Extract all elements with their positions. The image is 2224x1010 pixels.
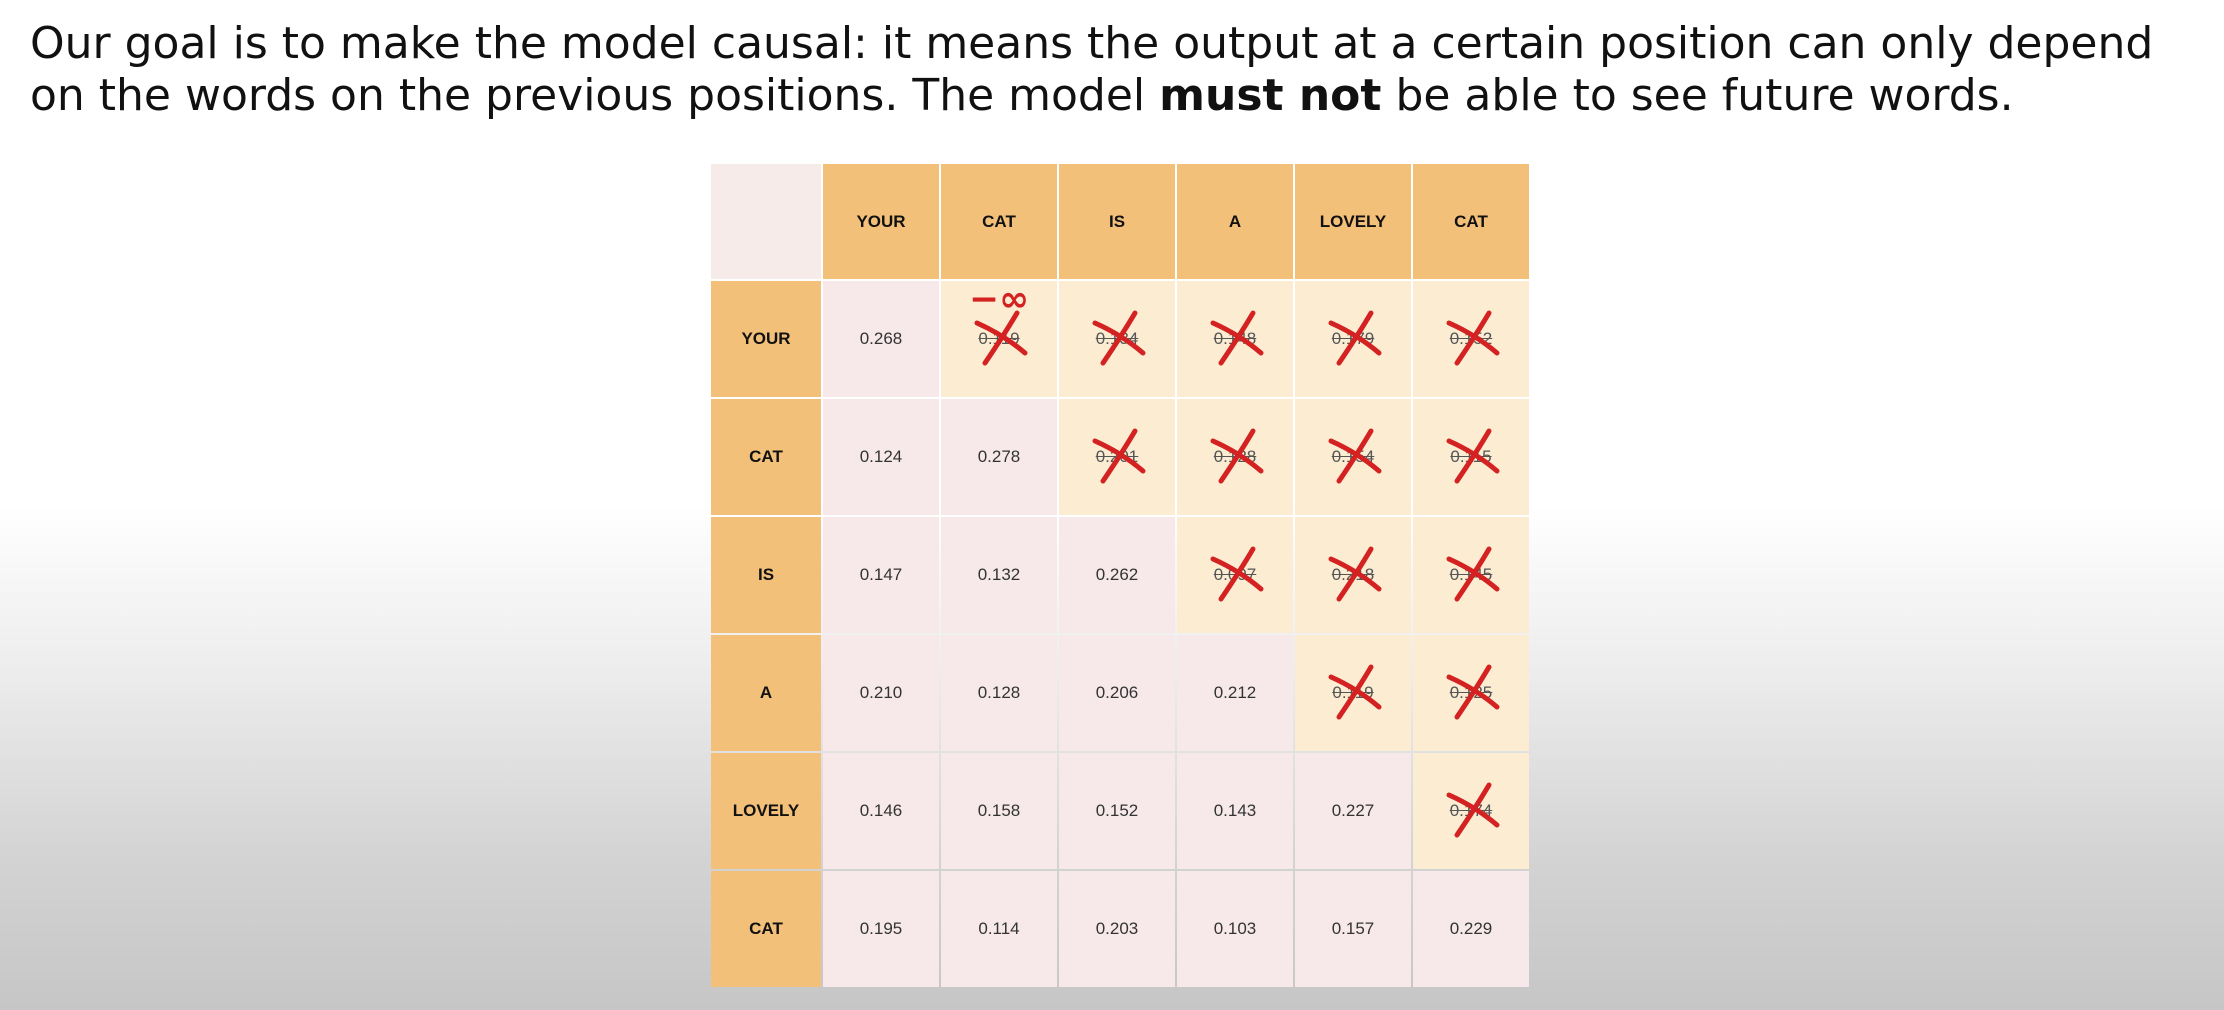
masked-score-cell: 0.154 xyxy=(1295,399,1411,515)
attention-score-cell: 0.262 xyxy=(1059,517,1175,633)
attention-score-cell: 0.114 xyxy=(941,871,1057,987)
column-header: LOVELY xyxy=(1295,164,1411,279)
heading-text-2: be able to see future words. xyxy=(1381,70,2014,121)
heading-text-1: Our goal is to make the model causal: it… xyxy=(30,18,2154,121)
masked-score-cell: 0.179 xyxy=(1295,281,1411,397)
attention-score-cell: 0.212 xyxy=(1177,635,1293,751)
slide-heading: Our goal is to make the model causal: it… xyxy=(30,18,2210,122)
attention-score-cell: 0.229 xyxy=(1413,871,1529,987)
row-header: YOUR xyxy=(711,281,821,397)
masked-score-cell: 0.115 xyxy=(1413,399,1529,515)
attention-score-cell: 0.103 xyxy=(1177,871,1293,987)
row-header: CAT xyxy=(711,871,821,987)
attention-score-cell: 0.227 xyxy=(1295,753,1411,869)
attention-score-cell: 0.152 xyxy=(1059,753,1175,869)
column-header: CAT xyxy=(1413,164,1529,279)
row-header: CAT xyxy=(711,399,821,515)
column-header: YOUR xyxy=(823,164,939,279)
attention-score-cell: 0.206 xyxy=(1059,635,1175,751)
column-header: CAT xyxy=(941,164,1057,279)
masked-score-cell: 0.145 xyxy=(1413,517,1529,633)
attention-score-cell: 0.132 xyxy=(941,517,1057,633)
row-header: LOVELY xyxy=(711,753,821,869)
attention-score-cell: 0.278 xyxy=(941,399,1057,515)
row-header: A xyxy=(711,635,821,751)
masked-score-cell: 0.174 xyxy=(1413,753,1529,869)
row-header: IS xyxy=(711,517,821,633)
attention-score-cell: 0.210 xyxy=(823,635,939,751)
column-header: A xyxy=(1177,164,1293,279)
attention-score-cell: 0.158 xyxy=(941,753,1057,869)
attention-score-cell: 0.268 xyxy=(823,281,939,397)
masked-score-cell: 0.125 xyxy=(1413,635,1529,751)
masked-score-cell: 0.218 xyxy=(1295,517,1411,633)
masked-score-cell: 0.128 xyxy=(1177,399,1293,515)
masked-score-cell: 0.119 xyxy=(941,281,1057,397)
attention-score-cell: 0.146 xyxy=(823,753,939,869)
masked-score-cell: 0.119 xyxy=(1295,635,1411,751)
attention-score-cell: 0.147 xyxy=(823,517,939,633)
matrix-corner xyxy=(711,164,821,279)
masked-score-cell: 0.201 xyxy=(1059,399,1175,515)
attention-score-cell: 0.203 xyxy=(1059,871,1175,987)
column-header: IS xyxy=(1059,164,1175,279)
attention-score-cell: 0.128 xyxy=(941,635,1057,751)
attention-score-cell: 0.195 xyxy=(823,871,939,987)
masked-score-cell: 0.097 xyxy=(1177,517,1293,633)
masked-score-cell: 0.134 xyxy=(1059,281,1175,397)
attention-score-cell: 0.157 xyxy=(1295,871,1411,987)
masked-score-cell: 0.148 xyxy=(1177,281,1293,397)
attention-score-cell: 0.143 xyxy=(1177,753,1293,869)
attention-score-cell: 0.124 xyxy=(823,399,939,515)
attention-matrix: YOUR CAT IS A LOVELY CAT YOUR 0.268 0.119 0.134 0.… xyxy=(711,164,1529,987)
heading-emphasis: must not xyxy=(1159,70,1382,121)
masked-score-cell: 0.152 xyxy=(1413,281,1529,397)
